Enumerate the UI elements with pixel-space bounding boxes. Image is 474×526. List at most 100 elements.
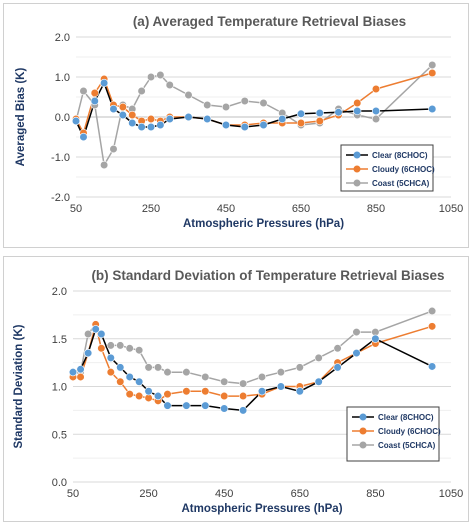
chart-a-ytick-label: 0.0	[55, 112, 70, 124]
chart-a-series-0-point	[146, 122, 156, 132]
chart-a-xtick-label: 850	[367, 203, 385, 215]
chart-b-series-2-point	[352, 327, 361, 337]
chart-b-ytick-label: 1.0	[52, 382, 67, 394]
chart-a-legend-label: Clear (8CHOC)	[372, 151, 428, 160]
chart-panel-b: (b) Standard Deviation of Temperature Re…	[3, 256, 469, 522]
chart-a-series-0-point	[109, 104, 118, 114]
chart-b-series-2-point	[135, 346, 144, 355]
chart-a-series-2-point	[184, 90, 193, 100]
chart-b-series-0-point	[220, 404, 229, 413]
chart-a-xtick-label: 50	[70, 203, 82, 215]
chart-b-series-2-point	[182, 368, 191, 377]
chart-a-ytick-label: -2.0	[51, 192, 70, 204]
chart-a-series-1-point	[428, 68, 437, 78]
chart-a-xlabel: Atmospheric Pressures (hPa)	[183, 218, 344, 230]
chart-b-series-0-point	[182, 401, 191, 410]
chart-b-series-1-point	[116, 377, 125, 386]
chart-a-series-2-point	[428, 60, 437, 70]
chart-b-ylabel: Standard Deviation (K)	[13, 324, 25, 448]
chart-a-series-0-point	[203, 114, 212, 124]
chart-a-series-0-point	[259, 120, 268, 130]
chart-b-series-0-point	[428, 362, 437, 371]
chart-b-legend-label: Coast (5CHCA)	[378, 441, 436, 450]
chart-a-series-0-point	[156, 120, 165, 130]
chart-b-series-2-point	[116, 341, 125, 350]
chart-b-series-2-point	[257, 372, 267, 382]
chart-a-svg: (a) Averaged Temperature Retrieval Biase…	[15, 14, 463, 230]
chart-b-series-1-point	[428, 322, 437, 331]
chart-a-series-0-point	[100, 78, 109, 88]
chart-a-series-2-point	[221, 102, 231, 112]
chart-a-ylabel: Averaged Bias (K)	[15, 68, 27, 167]
chart-b-series-0-point	[97, 329, 106, 339]
chart-a-series-0-point	[71, 116, 81, 126]
chart-a-ytick-label: 2.0	[55, 32, 70, 44]
chart-b-series-0-point	[84, 348, 93, 358]
chart-a-series-2-point	[165, 80, 174, 90]
chart-a-series-1-point	[371, 84, 381, 94]
chart-a-series-1-point	[90, 88, 99, 98]
chart-a-series-0-point	[118, 110, 127, 120]
chart-a-series-2-point	[109, 144, 118, 154]
chart-b-series-0-point	[352, 348, 361, 358]
chart-a-series-0-point	[79, 132, 88, 142]
chart-b-series-0-point	[163, 401, 172, 410]
chart-a-series-1-point	[315, 116, 324, 126]
chart-b-xtick-label: 650	[291, 488, 309, 500]
chart-b-series-0-point	[76, 365, 85, 374]
chart-b-series-0-point	[68, 368, 78, 377]
chart-b-series-0-point	[201, 401, 210, 410]
chart-a-xtick-label: 250	[142, 203, 160, 215]
chart-b-series-2-point	[125, 344, 134, 353]
chart-b-series-2-point	[314, 353, 323, 362]
chart-b-series-0-point	[116, 363, 125, 372]
chart-a-series-2-point	[240, 96, 249, 106]
chart-a-series-2-point	[137, 86, 146, 96]
chart-b-series-0-point	[371, 334, 380, 343]
chart-b-ytick-label: 0.5	[52, 429, 67, 441]
chart-b-series-1-point	[76, 372, 85, 382]
chart-a-legend-label: Coast (5CHCA)	[372, 179, 430, 188]
chart-b-series-0-point	[144, 387, 153, 396]
chart-b-series-1-point	[239, 391, 248, 401]
chart-b-series-0-point	[333, 363, 342, 372]
chart-a-title: (a) Averaged Temperature Retrieval Biase…	[133, 14, 406, 29]
chart-a-legend-label: Cloudy (6CHOC)	[372, 165, 435, 174]
chart-b-series-2-point	[106, 341, 115, 350]
chart-a-series-0-point	[315, 108, 324, 118]
chart-a-series-0-point	[296, 109, 306, 118]
chart-b-series-0-point	[106, 353, 115, 362]
chart-a-series-0-point	[278, 114, 287, 124]
chart-b-series-2-point	[220, 377, 229, 386]
chart-b-xtick-label: 850	[366, 488, 384, 500]
chart-a-ytick-label: 1.0	[55, 72, 70, 84]
chart-b-series-0-point	[257, 387, 267, 396]
chart-b-series-0-point	[153, 391, 163, 401]
chart-b-series-2-point	[239, 379, 248, 388]
chart-a-series-0-point	[137, 122, 146, 132]
chart-b-xtick-label: 250	[139, 488, 157, 500]
chart-b-series-0-point	[239, 406, 248, 415]
chart-a-series-1-point	[353, 98, 362, 108]
chart-b-svg: (b) Standard Deviation of Temperature Re…	[13, 268, 463, 515]
chart-b-series-1-point	[163, 390, 172, 399]
chart-b-legend-swatch-marker	[359, 413, 367, 421]
chart-a-series-0-point	[90, 96, 99, 106]
chart-a-xtick-label: 650	[292, 203, 310, 215]
chart-b-series-2-point	[428, 306, 437, 316]
chart-a-series-0-point	[428, 104, 437, 114]
chart-b-series-0-point	[314, 377, 323, 386]
chart-a-legend-swatch-marker	[353, 151, 361, 159]
chart-a-series-2-point	[156, 70, 165, 80]
chart-b-series-1-point	[201, 387, 210, 396]
chart-b-series-0-point	[295, 387, 304, 396]
chart-a-series-2-point	[146, 72, 156, 82]
chart-a-series-1-point	[296, 118, 306, 128]
chart-b-ytick-label: 0.0	[52, 477, 67, 489]
chart-b-ytick-label: 1.5	[52, 334, 67, 346]
chart-b-series-2-point	[201, 372, 210, 382]
chart-b-legend-label: Clear (8CHOC)	[378, 413, 434, 422]
chart-b-series-2-point	[276, 368, 286, 377]
chart-b-series-1-point	[220, 391, 229, 401]
chart-b-series-0-point	[91, 325, 100, 334]
